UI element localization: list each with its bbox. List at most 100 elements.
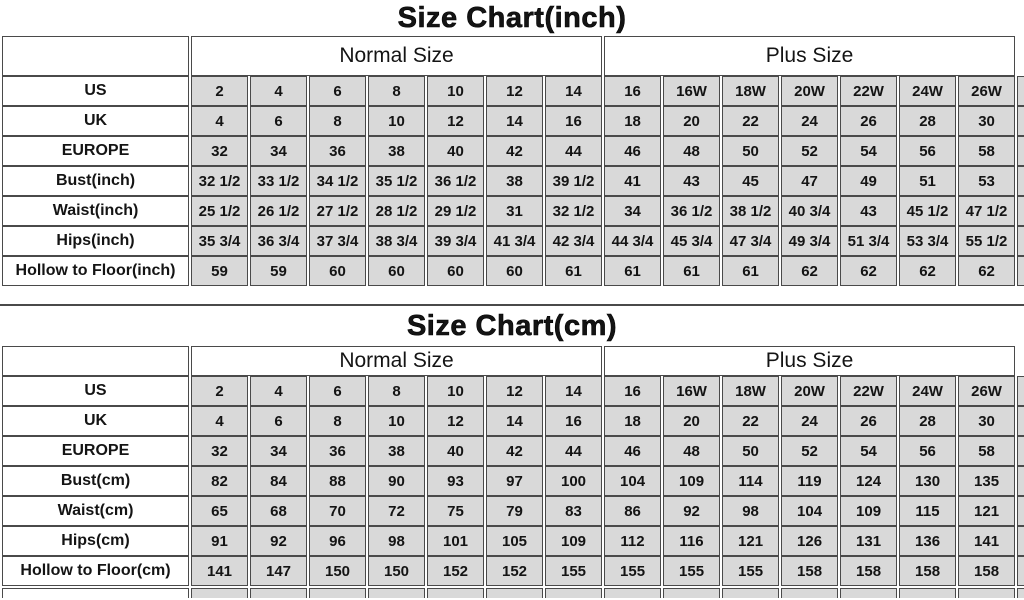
size-value-cell: 121 [958,496,1016,526]
size-value-cell: 24W [899,376,957,406]
size-value-cell: 22 [722,406,780,436]
size-value-cell: 8 [368,76,425,106]
size-value-cell: 40 [427,436,484,466]
size-value-cell: 131 [840,526,898,556]
row-label-cell: EUROPE [2,436,189,466]
size-chart-inch-table: Normal Size Plus Size US 2 4 6 8 10 12 14 16 16W 18W… [0,36,1024,286]
size-value-cell: 88 [309,466,366,496]
group-header-normal-size: Normal Size [191,346,603,376]
size-value-cell: 36 1/2 [427,166,484,196]
group-header-row: Normal Size Plus Size [2,346,1024,376]
size-row: UK 4 6 8 10 12 14 16 18 20 22 24 26 28 30 [2,106,1024,136]
group-header-normal-size: Normal Size [191,36,603,76]
size-value-cell: 54 [840,436,898,466]
cutoff-cell [840,588,897,598]
size-value-cell: 121 [722,526,780,556]
size-value-cell: 41 [604,166,662,196]
size-row: US 2 4 6 8 10 12 14 16 16W 18W 20W 22W 24W 26W [2,376,1024,406]
size-value-cell: 82 [191,466,248,496]
row-label-cell: Bust(inch) [2,166,189,196]
size-value-cell: 44 [545,436,603,466]
size-value-cell: 152 [427,556,484,586]
size-value-cell: 26 1/2 [250,196,307,226]
size-row: Waist(cm) 65 68 70 72 75 79 83 86 92 98 104 109 115 12… [2,496,1024,526]
size-value-cell: 38 [368,436,425,466]
size-value-cell: 104 [604,466,662,496]
size-value-cell: 14 [545,76,603,106]
size-value-cell: 90 [368,466,425,496]
size-value-cell: 24W [899,76,957,106]
size-value-cell: 116 [663,526,721,556]
size-row: UK 4 6 8 10 12 14 16 18 20 22 24 26 28 30 [2,406,1024,436]
row-label-cell: Hollow to Floor(inch) [2,256,189,286]
size-value-cell: 79 [486,496,543,526]
size-value-cell: 26 [840,106,898,136]
size-value-cell: 30 [958,406,1016,436]
edge-cutoff-cell [1017,496,1024,526]
size-value-cell: 61 [722,256,780,286]
size-value-cell: 114 [722,466,780,496]
edge-cutoff-cell [1017,556,1024,586]
size-value-cell: 158 [958,556,1016,586]
edge-cutoff-cell [1017,136,1024,166]
row-label-cell: Hollow to Floor(cm) [2,556,189,586]
size-value-cell: 12 [427,106,484,136]
size-value-cell: 32 [191,436,248,466]
size-value-cell: 26W [958,76,1016,106]
size-value-cell: 150 [309,556,366,586]
size-value-cell: 112 [604,526,662,556]
size-value-cell: 60 [486,256,543,286]
size-value-cell: 155 [604,556,662,586]
size-value-cell: 6 [309,76,366,106]
size-value-cell: 46 [604,436,662,466]
cutoff-cell [663,588,720,598]
size-value-cell: 86 [604,496,662,526]
size-value-cell: 14 [545,376,603,406]
size-value-cell: 22W [840,76,898,106]
size-value-cell: 47 3/4 [722,226,780,256]
size-value-cell: 62 [899,256,957,286]
cutoff-cell [958,588,1015,598]
size-value-cell: 45 [722,166,780,196]
size-value-cell: 48 [663,436,721,466]
size-value-cell: 104 [781,496,839,526]
size-value-cell: 61 [545,256,603,286]
size-value-cell: 135 [958,466,1016,496]
edge-cutoff-cell [1017,226,1024,256]
size-value-cell: 92 [250,526,307,556]
size-value-cell: 10 [427,376,484,406]
size-value-cell: 55 1/2 [958,226,1016,256]
size-value-cell: 75 [427,496,484,526]
row-label-cell: UK [2,406,189,436]
size-value-cell: 141 [191,556,248,586]
size-value-cell: 62 [781,256,839,286]
size-row: EUROPE 32 34 36 38 40 42 44 46 48 50 52 54 56 58 [2,136,1024,166]
size-value-cell: 130 [899,466,957,496]
size-row: Hollow to Floor(cm) 141 147 150 150 152 152 155… [2,556,1024,586]
size-row: Hips(inch) 35 3/4 36 3/4 37 3/4 38 3/4 39 3/4… [2,226,1024,256]
size-value-cell: 36 3/4 [250,226,307,256]
edge-cutoff-cell [1017,466,1024,496]
size-value-cell: 4 [250,76,307,106]
size-value-cell: 49 3/4 [781,226,839,256]
size-value-cell: 96 [309,526,366,556]
size-value-cell: 20 [663,106,721,136]
size-value-cell: 61 [663,256,721,286]
size-value-cell: 60 [368,256,425,286]
size-value-cell: 53 [958,166,1016,196]
size-value-cell: 38 3/4 [368,226,425,256]
corner-cell [2,346,189,376]
size-value-cell: 54 [840,136,898,166]
size-value-cell: 14 [486,406,543,436]
size-value-cell: 51 [899,166,957,196]
size-value-cell: 20 [663,406,721,436]
size-value-cell: 141 [958,526,1016,556]
size-value-cell: 20W [781,76,839,106]
size-value-cell: 98 [722,496,780,526]
cutoff-cell [309,588,366,598]
size-value-cell: 10 [368,406,425,436]
group-header-row: Normal Size Plus Size [2,36,1024,76]
cutoff-row-table [0,588,1024,598]
size-value-cell: 70 [309,496,366,526]
